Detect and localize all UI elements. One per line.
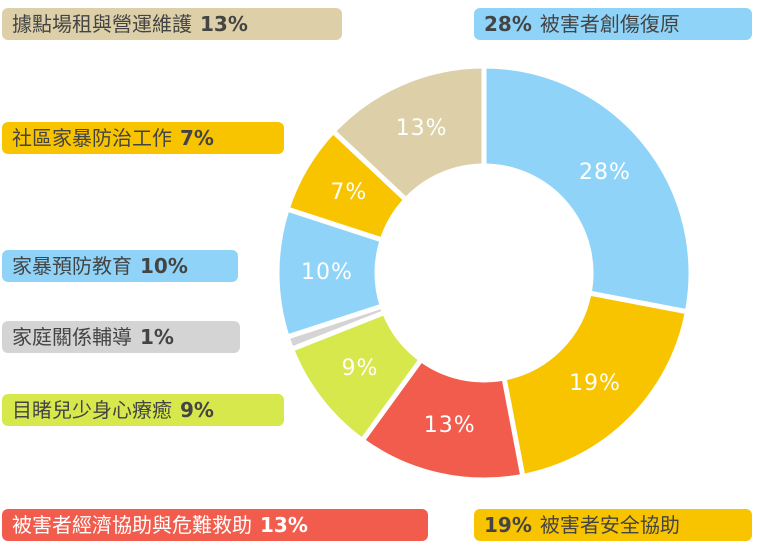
legend-text: 家庭關係輔導 1% <box>12 325 174 349</box>
legend-box <box>474 509 752 541</box>
segment-label: 13% <box>396 116 448 141</box>
legend-value: 7% <box>180 126 214 150</box>
legend-category: 家庭關係輔導 <box>12 325 132 349</box>
legend-category: 社區家暴防治工作 <box>12 126 172 150</box>
legend-text: 28% 被害者創傷復原 <box>484 12 680 36</box>
legend-text: 家暴預防教育 10% <box>12 254 188 278</box>
segment-label: 13% <box>424 413 476 438</box>
legend-category: 被害者創傷復原 <box>540 12 680 36</box>
legend-category: 據點場租與營運維護 <box>12 12 192 36</box>
legend-category: 被害者經濟協助與危難救助 <box>12 513 252 537</box>
donut-segment <box>481 63 694 315</box>
legend-box <box>2 8 342 40</box>
legend-box <box>474 8 752 40</box>
legend-category: 被害者安全協助 <box>540 513 680 537</box>
legend-category: 家暴預防教育 <box>12 254 132 278</box>
segment-label: 10% <box>301 260 353 285</box>
legend-box <box>2 394 284 426</box>
legend-value: 13% <box>200 12 248 36</box>
legend-text: 目睹兒少身心療癒 9% <box>12 398 214 422</box>
donut-segment <box>501 290 691 480</box>
legend-text: 社區家暴防治工作 7% <box>12 126 214 150</box>
segment-label: 9% <box>341 356 378 381</box>
legend-value: 19% <box>484 513 532 537</box>
legend-value: 13% <box>260 513 308 537</box>
legend-text: 被害者經濟協助與危難救助 13% <box>12 513 308 537</box>
legend-box <box>2 250 238 282</box>
legend-value: 1% <box>140 325 174 349</box>
legend-box <box>2 509 428 541</box>
segment-label: 28% <box>579 160 631 185</box>
legend-text: 據點場租與營運維護 13% <box>12 12 248 36</box>
legend-value: 10% <box>140 254 188 278</box>
legend-box <box>2 321 240 353</box>
legend-box <box>2 122 284 154</box>
donut-segment <box>329 63 487 204</box>
segment-label: 7% <box>330 180 367 205</box>
segment-label: 19% <box>569 371 621 396</box>
legend-category: 目睹兒少身心療癒 <box>12 398 172 422</box>
legend-text: 19% 被害者安全協助 <box>484 513 680 537</box>
legend-value: 28% <box>484 12 532 36</box>
legend-value: 9% <box>180 398 214 422</box>
